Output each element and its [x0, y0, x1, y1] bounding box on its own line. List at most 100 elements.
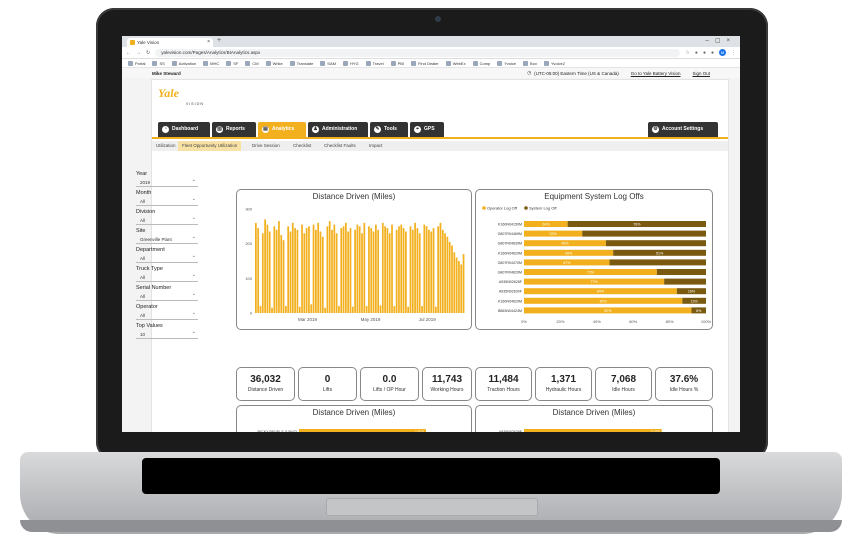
bar[interactable] [395, 229, 398, 313]
reload-icon[interactable]: ↻ [146, 49, 151, 56]
bar[interactable] [386, 228, 389, 313]
bar[interactable] [524, 429, 662, 432]
profile-avatar[interactable]: M [719, 49, 726, 56]
bar-system-logoff[interactable] [609, 259, 706, 266]
bar[interactable] [407, 306, 410, 313]
bar[interactable] [458, 261, 460, 313]
bar[interactable] [351, 306, 354, 313]
bar[interactable] [347, 231, 350, 313]
sign-out-link[interactable]: Sign Out [692, 70, 710, 76]
bar[interactable] [414, 222, 416, 313]
menu-icon[interactable]: ⋮ [731, 49, 736, 56]
bar[interactable] [342, 226, 345, 313]
bar[interactable] [315, 229, 317, 313]
browser-tab[interactable]: Yale Vision × [127, 38, 213, 47]
bar[interactable] [402, 228, 405, 313]
bar[interactable] [273, 226, 276, 313]
bar[interactable] [340, 228, 343, 313]
nav-administration[interactable]: ♟ Administration [308, 122, 368, 137]
bookmark-item[interactable]: Travel [365, 60, 384, 66]
bar-operator-logoff[interactable] [524, 221, 568, 227]
bar-operator-logoff[interactable] [524, 259, 610, 266]
nav-dashboard[interactable]: ◔ Dashboard [158, 122, 210, 137]
bar[interactable] [405, 231, 407, 313]
bar[interactable] [388, 233, 391, 313]
bar[interactable] [335, 233, 338, 313]
bar-system-logoff[interactable] [682, 297, 706, 304]
bar[interactable] [381, 222, 384, 313]
bar-system-logoff[interactable] [567, 221, 706, 227]
bar[interactable] [338, 306, 340, 313]
filter-select[interactable]: All [136, 309, 198, 320]
bar[interactable] [421, 306, 423, 313]
bar[interactable] [391, 224, 393, 313]
bar[interactable] [271, 307, 273, 313]
bar[interactable] [356, 224, 359, 313]
bar[interactable] [400, 224, 403, 313]
bar-operator-logoff[interactable] [524, 297, 683, 304]
bookmark-item[interactable]: WebEx [445, 60, 466, 66]
bar[interactable] [259, 306, 262, 313]
bookmark-item[interactable]: CM [245, 60, 259, 66]
timezone[interactable]: (UTC-05:00) Eastern Time (US & Canada) [534, 70, 619, 76]
bar[interactable] [423, 224, 426, 313]
bar[interactable] [333, 224, 336, 313]
star-icon[interactable]: ☆ [685, 49, 690, 56]
bar[interactable] [361, 233, 363, 313]
account-settings-button[interactable]: ⚙ Account Settings [648, 122, 718, 137]
bar-system-logoff[interactable] [664, 278, 706, 285]
url-field[interactable]: yalevision.com/Pages/Analytics/BIAnalyti… [155, 48, 681, 57]
bookmark-item[interactable]: Yvoice2 [543, 60, 565, 66]
bar[interactable] [280, 235, 283, 313]
bookmark-item[interactable]: Wrike [265, 60, 283, 66]
bar[interactable] [428, 229, 430, 313]
bar[interactable] [437, 226, 440, 313]
bookmark-item[interactable]: Translate [289, 60, 313, 66]
bar[interactable] [365, 306, 368, 313]
bar[interactable] [451, 245, 453, 313]
bar[interactable] [377, 229, 380, 313]
bar[interactable] [444, 233, 446, 313]
bar[interactable] [460, 264, 463, 313]
bar[interactable] [345, 222, 347, 313]
bar[interactable] [425, 226, 428, 313]
yale-logo[interactable]: Yale [158, 86, 179, 100]
bar[interactable] [268, 231, 271, 313]
bookmark-item[interactable]: Activation [171, 60, 196, 66]
bar[interactable] [372, 231, 375, 313]
bar[interactable] [439, 222, 442, 313]
subtab-drive-session[interactable]: Drive Session [252, 143, 280, 148]
bar[interactable] [393, 306, 396, 313]
bookmark-item[interactable]: SAM [320, 60, 336, 66]
nav-reports[interactable]: ▥ Reports [212, 122, 256, 137]
bar[interactable] [321, 236, 324, 313]
bookmark-item[interactable]: Portal [128, 60, 145, 66]
bookmark-item[interactable]: PBI [390, 60, 404, 66]
back-icon[interactable]: ← [126, 49, 131, 56]
bar-system-logoff[interactable] [656, 269, 706, 275]
bar[interactable] [266, 224, 269, 313]
filter-select[interactable]: Greenville Plant [136, 233, 198, 244]
bar[interactable] [363, 222, 366, 313]
bar[interactable] [455, 257, 458, 313]
bookmark-item[interactable]: Yvoice [497, 60, 516, 66]
bookmark-item[interactable]: Comp [472, 60, 490, 66]
bar[interactable] [255, 222, 257, 313]
bar[interactable] [261, 233, 264, 313]
bar[interactable] [308, 226, 310, 313]
filter-select[interactable]: All [136, 195, 198, 206]
subtab-utilization[interactable]: Utilization [156, 143, 176, 148]
bookmark-item[interactable]: SF [226, 60, 238, 66]
bar[interactable] [411, 229, 414, 313]
nav-gps[interactable]: ⌖ GPS [410, 122, 444, 137]
bar[interactable] [294, 228, 296, 313]
bar[interactable] [312, 224, 315, 313]
bookmark-item[interactable]: HYG [342, 60, 359, 66]
bar[interactable] [289, 231, 292, 313]
bar[interactable] [358, 226, 361, 313]
battery-vision-link[interactable]: Go to Yale Battery Vision [630, 70, 681, 76]
bar[interactable] [298, 306, 301, 313]
bar-system-logoff[interactable] [582, 230, 706, 237]
filter-select[interactable]: All [136, 290, 198, 301]
bar[interactable] [384, 226, 386, 313]
